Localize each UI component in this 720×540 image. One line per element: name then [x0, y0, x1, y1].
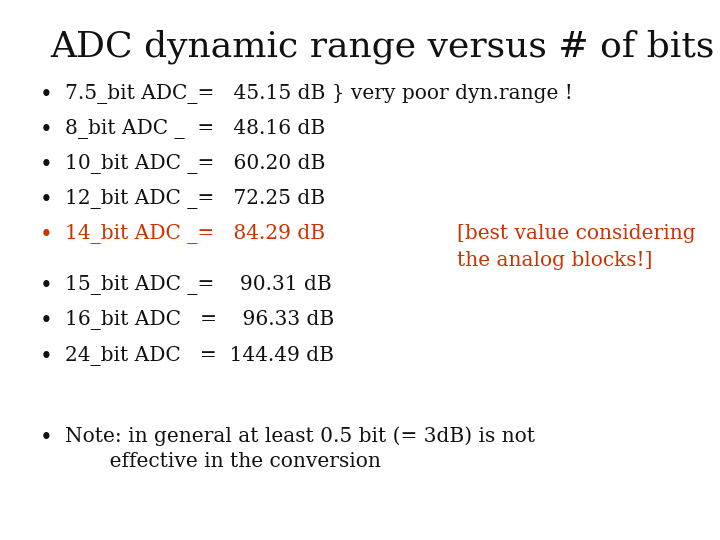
Text: •: •	[40, 275, 53, 298]
Text: •: •	[40, 154, 53, 176]
Text: •: •	[40, 310, 53, 333]
Text: [best value considering: [best value considering	[457, 224, 696, 243]
Text: Note: in general at least 0.5 bit (= 3dB) is not
       effective in the convers: Note: in general at least 0.5 bit (= 3dB…	[65, 427, 535, 471]
Text: 8_bit ADC _  =   48.16 dB: 8_bit ADC _ = 48.16 dB	[65, 119, 325, 139]
Text: •: •	[40, 119, 53, 141]
Text: •: •	[40, 224, 53, 246]
Text: the analog blocks!]: the analog blocks!]	[457, 251, 653, 270]
Text: •: •	[40, 427, 53, 449]
Text: 16_bit ADC   =    96.33 dB: 16_bit ADC = 96.33 dB	[65, 310, 334, 330]
Text: 24_bit ADC   =  144.49 dB: 24_bit ADC = 144.49 dB	[65, 346, 334, 366]
Text: 14_bit ADC _=   84.29 dB: 14_bit ADC _= 84.29 dB	[65, 224, 325, 244]
Text: •: •	[40, 346, 53, 368]
Text: 7.5_bit ADC_=   45.15 dB } very poor dyn.range !: 7.5_bit ADC_= 45.15 dB } very poor dyn.r…	[65, 84, 572, 104]
Text: •: •	[40, 189, 53, 211]
Text: ADC dynamic range versus # of bits: ADC dynamic range versus # of bits	[50, 30, 715, 64]
Text: 12_bit ADC _=   72.25 dB: 12_bit ADC _= 72.25 dB	[65, 189, 325, 209]
Text: 10_bit ADC _=   60.20 dB: 10_bit ADC _= 60.20 dB	[65, 154, 325, 174]
Text: 15_bit ADC _=    90.31 dB: 15_bit ADC _= 90.31 dB	[65, 275, 331, 295]
Text: •: •	[40, 84, 53, 106]
